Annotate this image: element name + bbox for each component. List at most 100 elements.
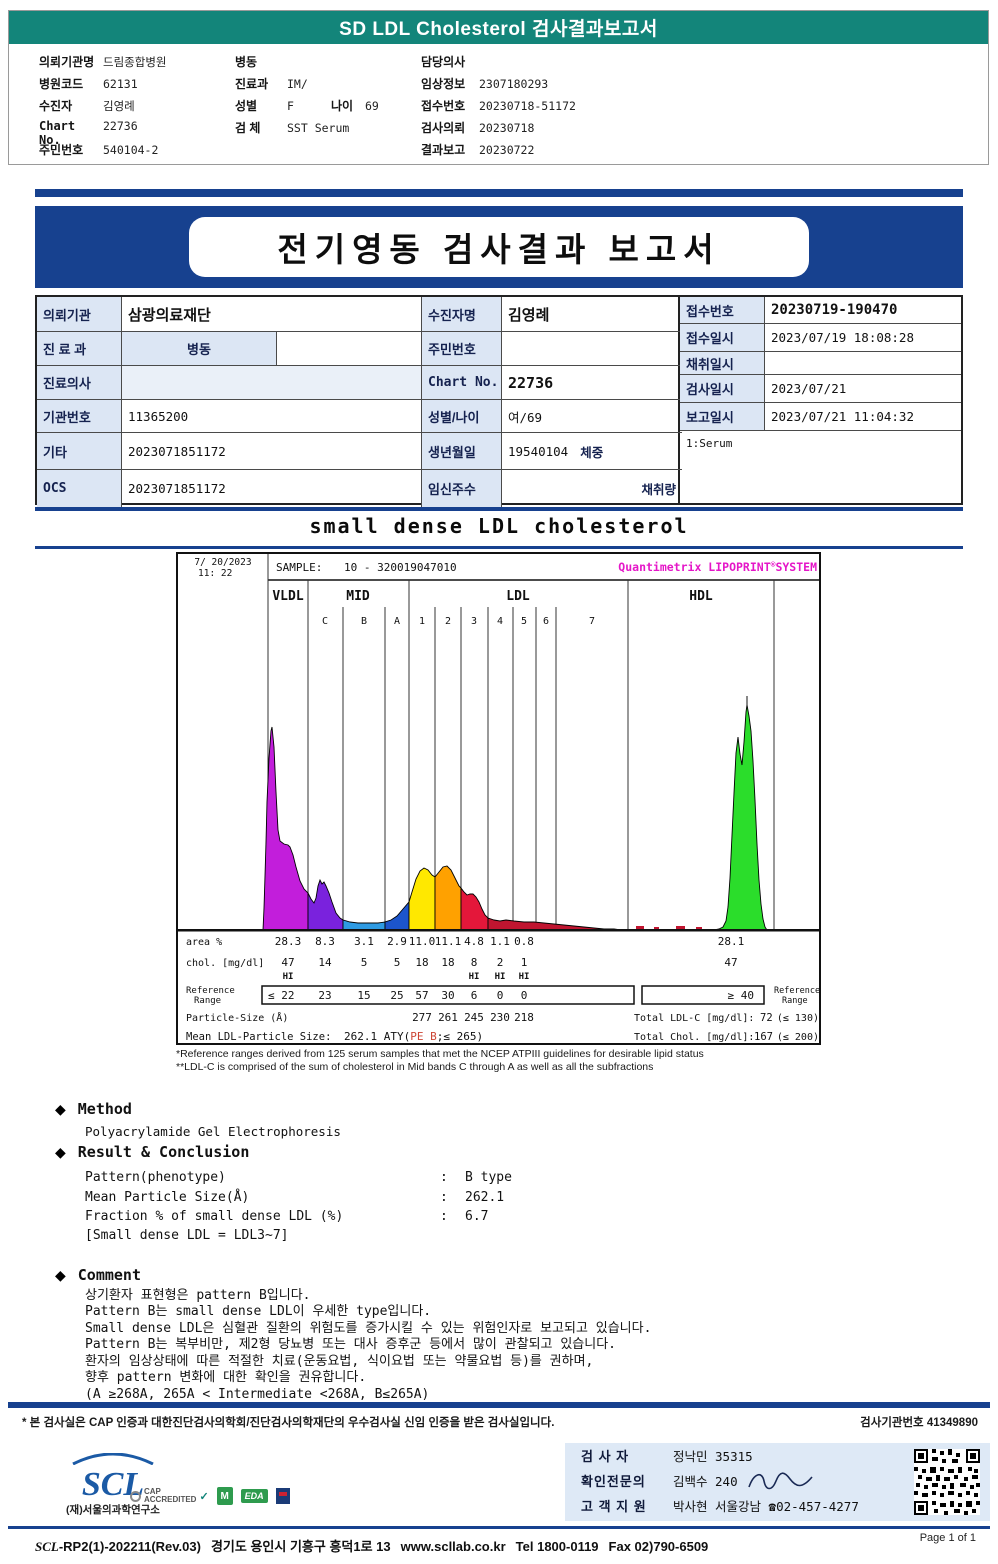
lab-fax: Fax 02)790-6509 — [608, 1539, 709, 1554]
field-label: 진료과 — [235, 77, 269, 91]
hi-flag: HI — [495, 972, 506, 982]
area-value: 28.1 — [718, 935, 745, 948]
chol-value: 5 — [361, 956, 368, 969]
result-label: Pattern(phenotype) — [85, 1170, 226, 1185]
result-note-text: [Small dense LDL = LDL3~7] — [85, 1228, 289, 1243]
cell-label: 접수일시 — [680, 324, 765, 352]
comment-line: 환자의 임상상태에 따른 적절한 치료(운동요법, 식이요법 또는 약물요법 등… — [85, 1354, 594, 1369]
result-row: Fraction % of small dense LDL (%) : 6.7 — [85, 1209, 488, 1224]
ref-value: 30 — [441, 989, 454, 1002]
certification-line: * 본 검사실은 CAP 인증과 대한진단검사의학회/진단검사의학재단의 우수검… — [22, 1414, 978, 1430]
patient-info-frame: SD LDL Cholesterol 검사결과보고서 의뢰기관명 드림종합병원 병… — [8, 10, 989, 165]
cell-label: 진료의사 — [37, 366, 122, 400]
sub-label: 2 — [445, 616, 451, 627]
cell-label: Chart No. — [422, 366, 502, 400]
chart-date: 7/ 20/2023 — [194, 557, 251, 568]
total-ldl-label: Total LDL-C [mg/dl]: — [634, 1013, 754, 1024]
section-title: small dense LDL cholesterol — [309, 514, 689, 538]
hi-flag: HI — [519, 972, 530, 982]
result-colon: : — [440, 1190, 448, 1205]
cell-label: 기타 — [37, 433, 122, 470]
qr-code — [914, 1449, 980, 1515]
weight-label: 체중 — [580, 445, 604, 460]
chol-value: 47 — [281, 956, 294, 969]
band-fill-mid-c — [307, 878, 344, 931]
org-number: 검사기관번호 41349890 — [860, 1417, 978, 1429]
psize-value: 261 — [438, 1011, 458, 1024]
cap-line1: CAP — [144, 1487, 161, 1496]
sub-label: 1 — [419, 616, 425, 627]
cap-text: CAP ACCREDITED — [144, 1488, 196, 1504]
cap-line2: ACCREDITED — [144, 1495, 197, 1504]
serum-note: 1:Serum — [686, 437, 733, 450]
psize-value: 245 — [464, 1011, 484, 1024]
field-value: 20230722 — [479, 143, 535, 157]
chol-value: 18 — [441, 956, 454, 969]
area-value: 0.8 — [514, 935, 534, 948]
chol-value: 18 — [415, 956, 428, 969]
result-row: Pattern(phenotype) : B type — [85, 1170, 512, 1185]
field-label: 결과보고 — [421, 143, 466, 157]
cell-label: 수진자명 — [422, 297, 502, 332]
cell-label: 임신주수 — [422, 470, 502, 507]
sub-label: 3 — [471, 616, 477, 627]
area-value: 28.3 — [275, 935, 302, 948]
cell-label: 기관번호 — [37, 400, 122, 433]
group-label-ldl: LDL — [506, 589, 530, 604]
chol-value: 14 — [318, 956, 332, 969]
field-label: 임상정보 — [421, 77, 466, 91]
cell-value: 20230719-190470 — [765, 297, 961, 324]
certification-text: * 본 검사실은 CAP 인증과 대한진단검사의학회/진단검사의학재단의 우수검… — [22, 1417, 555, 1429]
field-value: SST Serum — [287, 121, 350, 135]
mean-size-post: ;≤ 265) — [437, 1030, 483, 1043]
mean-size-label: Mean LDL-Particle Size: — [186, 1031, 331, 1043]
mean-size-type: PE B — [410, 1030, 437, 1043]
sub-label: A — [394, 616, 400, 627]
receipt-info-table: 접수번호 20230719-190470 접수일시 2023/07/19 18:… — [680, 295, 963, 505]
field-label: 접수번호 — [421, 99, 466, 113]
ref-value: 57 — [415, 989, 428, 1002]
sub-label: 7 — [589, 616, 595, 627]
row-label-ref2: Range — [194, 996, 221, 1006]
registered-icon: ® — [771, 560, 776, 569]
report-title-box: 전기영동 검사결과 보고서 — [189, 217, 809, 277]
cell-value: 11365200 — [122, 400, 422, 433]
doc-code-rest: -RP2(1)-202211(Rev.03) — [58, 1539, 201, 1554]
result-value: 262.1 — [465, 1190, 505, 1205]
field-label: 검 체 — [235, 121, 261, 135]
area-value: 8.3 — [315, 935, 335, 948]
chol-value: 5 — [394, 956, 401, 969]
ref-value: 0 — [497, 989, 504, 1002]
band-fill-hdl — [713, 704, 768, 931]
field-value: 69 — [365, 99, 379, 113]
order-info-table: 의뢰기관 삼광의료재단 수진자명 김영례 진 료 과 병동 주민번호 진료의사 … — [35, 295, 682, 507]
method-heading: Method — [77, 1100, 132, 1118]
row-label-psize: Particle-Size (Å) — [186, 1011, 288, 1024]
cell-value — [502, 332, 682, 366]
signoff-value: 정낙민 35315 — [673, 1449, 753, 1464]
sub-label: B — [361, 616, 367, 627]
ref-value: ≤ 22 — [268, 989, 295, 1002]
doc-code-prefix: SCL — [35, 1539, 59, 1554]
field-label: 성별 — [235, 99, 258, 113]
cell-value: 22736 — [502, 366, 682, 400]
comment-line: 향후 pattern 변화에 대한 확인을 권유합니다. — [85, 1370, 367, 1385]
cell-label: 검사일시 — [680, 375, 765, 403]
patient-info-col3: 담당의사 임상정보 2307180293 접수번호 20230718-51172 검… — [421, 53, 576, 163]
doc-code: SCL-RP2(1)-202211(Rev.03) — [35, 1539, 201, 1555]
sample-id: 10 - 320019047010 — [344, 561, 457, 574]
comment-line: Pattern B는 small dense LDL이 우세한 type입니다. — [85, 1304, 432, 1319]
diamond-icon: ◆ — [55, 1100, 66, 1117]
mean-size-value: 262.1 ATY(PE B;≤ 265) — [344, 1030, 483, 1043]
result-colon: : — [440, 1170, 448, 1185]
cell-label: 의뢰기관 — [37, 297, 122, 332]
result-label: Fraction % of small dense LDL (%) — [85, 1209, 344, 1224]
field-value: 김영례 — [103, 99, 135, 113]
chart-baseline — [178, 929, 819, 932]
brand-text: Quantimetrix LIPOPRINT®SYSTEM — [618, 560, 817, 574]
band-fill-vldl — [262, 726, 309, 931]
sample-amount-label: 채취량 — [641, 483, 676, 497]
cell-label: 채취일시 — [680, 352, 765, 375]
scl-logo: SCL (재)서울의과학연구소 — [38, 1452, 188, 1517]
psize-value: 230 — [490, 1011, 510, 1024]
